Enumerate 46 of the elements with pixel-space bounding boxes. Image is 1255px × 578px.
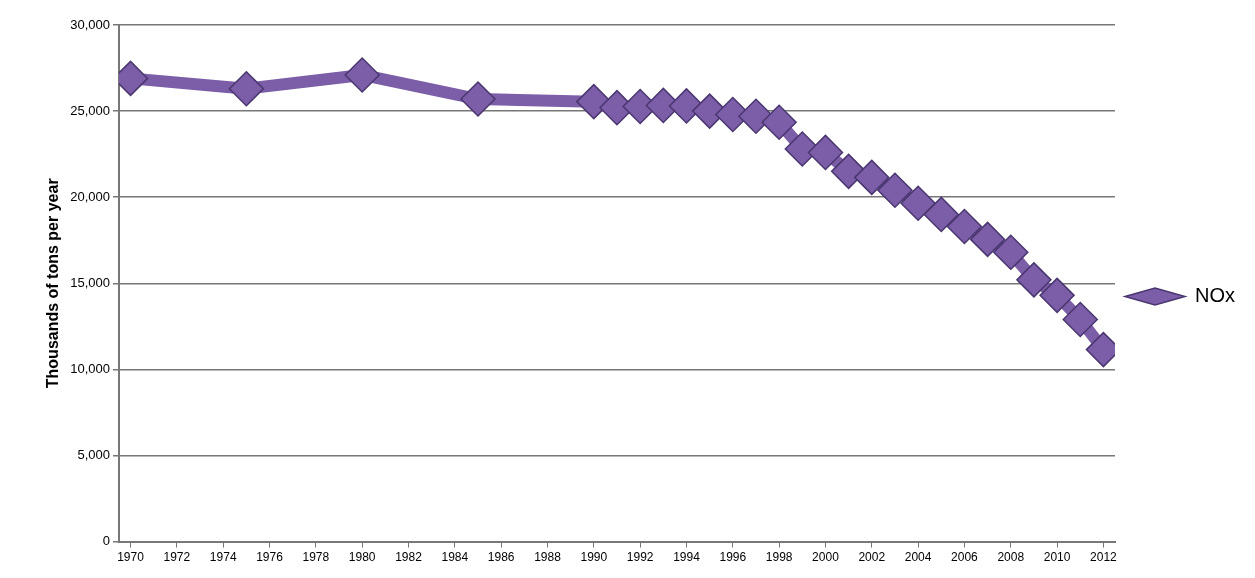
x-tick-label: 1986 [487, 550, 515, 565]
y-tick-label: 0 [102, 533, 110, 549]
x-tick-label: 1992 [626, 550, 654, 565]
x-tick-label: 2002 [858, 550, 886, 565]
point [854, 159, 890, 196]
point [993, 234, 1029, 271]
x-tick-label: 1970 [117, 550, 145, 565]
x-tick-label: 1978 [302, 550, 330, 565]
point [460, 81, 496, 117]
y-axis-title: Thousands of tons per year [44, 178, 62, 389]
point [1016, 262, 1052, 298]
x-tick-label: 1976 [256, 550, 284, 565]
x-tick-label: 2008 [997, 550, 1025, 565]
point [946, 208, 983, 245]
x-tick-label: 2010 [1043, 550, 1071, 565]
x-tick-label: 1996 [719, 550, 747, 565]
point [969, 221, 1006, 258]
point [923, 196, 960, 233]
point [344, 57, 380, 93]
point [1039, 277, 1075, 314]
x-tick-label: 2004 [904, 550, 932, 565]
y-tick-label: 5,000 [77, 447, 110, 463]
y-tick-label: 15,000 [70, 274, 110, 290]
y-tick-label: 20,000 [70, 188, 110, 204]
x-tick-label: 1974 [209, 550, 237, 565]
point [877, 172, 913, 209]
x-tick-label: 1994 [673, 550, 701, 565]
point [900, 185, 936, 221]
x-tick-label: 1972 [163, 550, 191, 565]
y-tick-label: 30,000 [70, 16, 110, 32]
point [807, 134, 844, 171]
x-tick-label: 1998 [765, 550, 793, 565]
x-tick-label: 2012 [1090, 550, 1118, 565]
x-tick-label: 1980 [348, 550, 376, 565]
y-tick-label: 25,000 [70, 102, 110, 118]
legend-label: NOx [1195, 284, 1235, 307]
x-tick-label: 2000 [812, 550, 840, 565]
point [1062, 301, 1098, 338]
point [228, 70, 265, 107]
point [761, 104, 797, 141]
x-tick-label: 1982 [395, 550, 423, 565]
x-tick-label: 1984 [441, 550, 469, 565]
y-tick-label: 10,000 [70, 360, 110, 376]
x-tick-label: 2006 [951, 550, 979, 565]
x-tick-label: 1990 [580, 550, 608, 565]
x-tick-label: 1988 [534, 550, 562, 565]
